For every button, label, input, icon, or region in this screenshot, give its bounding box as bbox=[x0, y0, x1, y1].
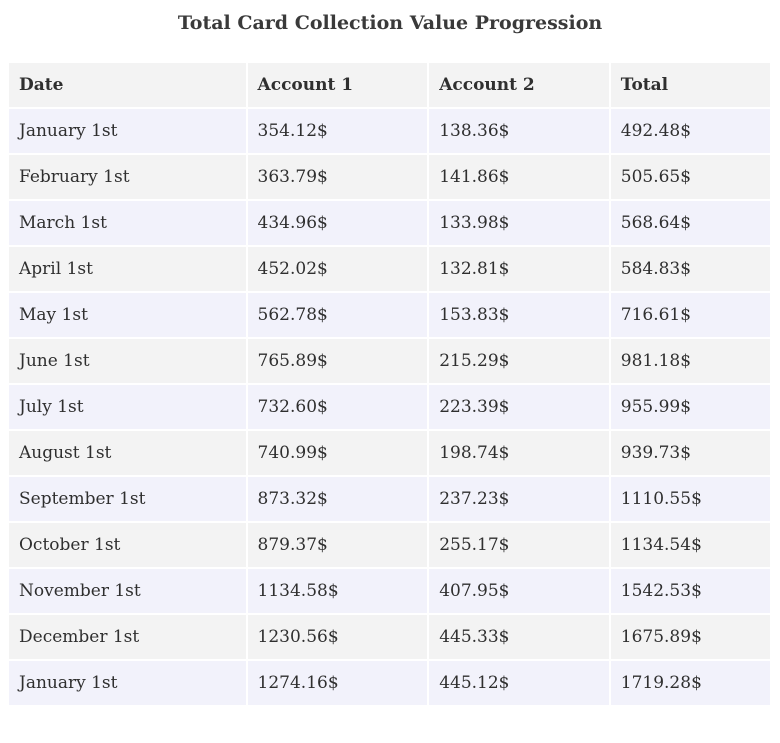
header-account-2: Account 2 bbox=[429, 63, 609, 107]
cell-account-1: 879.37$ bbox=[247, 523, 428, 567]
cell-date: May 1st bbox=[9, 293, 246, 337]
cell-account-2: 255.17$ bbox=[429, 523, 609, 567]
table-row: March 1st 434.96$ 133.98$ 568.64$ bbox=[9, 201, 770, 245]
table-row: October 1st 879.37$ 255.17$ 1134.54$ bbox=[9, 523, 770, 567]
table-row: January 1st 354.12$ 138.36$ 492.48$ bbox=[9, 109, 770, 153]
page-title: Total Card Collection Value Progression bbox=[177, 12, 603, 34]
cell-account-2: 445.12$ bbox=[429, 661, 609, 705]
table-row: January 1st 1274.16$ 445.12$ 1719.28$ bbox=[9, 661, 770, 705]
cell-total: 1719.28$ bbox=[610, 661, 770, 705]
cell-account-1: 354.12$ bbox=[247, 109, 428, 153]
cell-account-1: 363.79$ bbox=[247, 155, 428, 199]
cell-account-1: 1274.16$ bbox=[247, 661, 428, 705]
cell-total: 584.83$ bbox=[610, 247, 770, 291]
table-row: November 1st 1134.58$ 407.95$ 1542.53$ bbox=[9, 569, 770, 613]
cell-account-1: 740.99$ bbox=[247, 431, 428, 475]
cell-account-2: 138.36$ bbox=[429, 109, 609, 153]
header-date: Date bbox=[9, 63, 246, 107]
cell-account-2: 133.98$ bbox=[429, 201, 609, 245]
cell-account-1: 765.89$ bbox=[247, 339, 428, 383]
table-body: January 1st 354.12$ 138.36$ 492.48$ February… bbox=[9, 109, 770, 705]
cell-total: 716.61$ bbox=[610, 293, 770, 337]
cell-account-2: 153.83$ bbox=[429, 293, 609, 337]
cell-total: 1542.53$ bbox=[610, 569, 770, 613]
cell-account-1: 1230.56$ bbox=[247, 615, 428, 659]
cell-account-2: 223.39$ bbox=[429, 385, 609, 429]
cell-total: 1675.89$ bbox=[610, 615, 770, 659]
cell-total: 568.64$ bbox=[610, 201, 770, 245]
cell-account-1: 452.02$ bbox=[247, 247, 428, 291]
header-account-1: Account 1 bbox=[247, 63, 428, 107]
cell-date: September 1st bbox=[9, 477, 246, 521]
cell-date: October 1st bbox=[9, 523, 246, 567]
table-row: April 1st 452.02$ 132.81$ 584.83$ bbox=[9, 247, 770, 291]
cell-account-2: 198.74$ bbox=[429, 431, 609, 475]
cell-account-1: 732.60$ bbox=[247, 385, 428, 429]
cell-date: June 1st bbox=[9, 339, 246, 383]
cell-date: January 1st bbox=[9, 109, 246, 153]
cell-total: 505.65$ bbox=[610, 155, 770, 199]
cell-date: July 1st bbox=[9, 385, 246, 429]
cell-total: 981.18$ bbox=[610, 339, 770, 383]
table-row: July 1st 732.60$ 223.39$ 955.99$ bbox=[9, 385, 770, 429]
value-table: Date Account 1 Account 2 Total January 1… bbox=[7, 61, 772, 707]
cell-account-2: 445.33$ bbox=[429, 615, 609, 659]
cell-account-2: 237.23$ bbox=[429, 477, 609, 521]
header-row: Date Account 1 Account 2 Total bbox=[9, 63, 770, 107]
cell-account-2: 132.81$ bbox=[429, 247, 609, 291]
cell-total: 955.99$ bbox=[610, 385, 770, 429]
cell-date: February 1st bbox=[9, 155, 246, 199]
cell-account-1: 434.96$ bbox=[247, 201, 428, 245]
cell-account-1: 1134.58$ bbox=[247, 569, 428, 613]
cell-account-2: 141.86$ bbox=[429, 155, 609, 199]
table-row: June 1st 765.89$ 215.29$ 981.18$ bbox=[9, 339, 770, 383]
cell-total: 1134.54$ bbox=[610, 523, 770, 567]
cell-account-1: 873.32$ bbox=[247, 477, 428, 521]
cell-date: March 1st bbox=[9, 201, 246, 245]
cell-total: 939.73$ bbox=[610, 431, 770, 475]
table-row: August 1st 740.99$ 198.74$ 939.73$ bbox=[9, 431, 770, 475]
cell-date: August 1st bbox=[9, 431, 246, 475]
cell-account-1: 562.78$ bbox=[247, 293, 428, 337]
cell-total: 492.48$ bbox=[610, 109, 770, 153]
cell-date: January 1st bbox=[9, 661, 246, 705]
cell-date: April 1st bbox=[9, 247, 246, 291]
cell-date: November 1st bbox=[9, 569, 246, 613]
table-row: September 1st 873.32$ 237.23$ 1110.55$ bbox=[9, 477, 770, 521]
cell-date: December 1st bbox=[9, 615, 246, 659]
cell-account-2: 407.95$ bbox=[429, 569, 609, 613]
table-row: December 1st 1230.56$ 445.33$ 1675.89$ bbox=[9, 615, 770, 659]
table-row: February 1st 363.79$ 141.86$ 505.65$ bbox=[9, 155, 770, 199]
header-total: Total bbox=[610, 63, 770, 107]
cell-total: 1110.55$ bbox=[610, 477, 770, 521]
table-row: May 1st 562.78$ 153.83$ 716.61$ bbox=[9, 293, 770, 337]
cell-account-2: 215.29$ bbox=[429, 339, 609, 383]
table-header: Date Account 1 Account 2 Total bbox=[9, 63, 770, 107]
